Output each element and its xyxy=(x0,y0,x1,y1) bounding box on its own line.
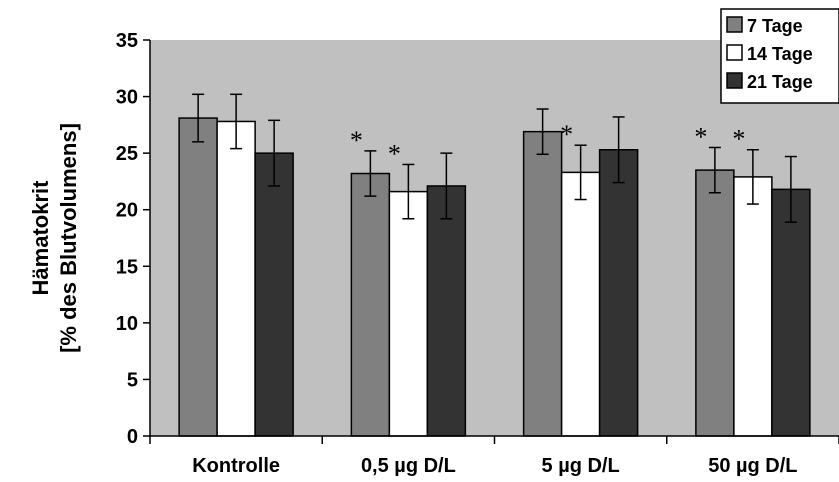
y-axis-label-line-1: Hämatokrit xyxy=(28,180,53,296)
error-bars xyxy=(192,93,797,223)
y-tick-label: 15 xyxy=(116,256,138,278)
x-category-label: 0,5 µg D/L xyxy=(361,455,456,477)
y-axis-label-line-2: [% des Blutvolumens] xyxy=(56,123,81,353)
bar-1-2 xyxy=(350,172,391,437)
y-tick-label: 0 xyxy=(127,426,138,448)
x-axis: Kontrolle 0,5 µg D/L 5 µg D/L 50 µg D/L xyxy=(149,435,839,477)
bar-3-2 xyxy=(426,185,467,437)
bar-1-3 xyxy=(522,130,563,437)
significance-asterisk: * xyxy=(350,126,363,155)
x-category-label: 5 µg D/L xyxy=(542,455,620,477)
bar-3-3 xyxy=(598,148,639,437)
bar-3-4 xyxy=(771,188,811,437)
legend-label-1: 7 Tage xyxy=(747,16,803,36)
y-tick-label: 30 xyxy=(116,87,138,109)
bar-2-1 xyxy=(216,120,256,437)
y-tick-label: 5 xyxy=(127,369,138,391)
bar-2-4 xyxy=(733,176,773,437)
bar-2-3 xyxy=(560,171,601,437)
x-category-label: Kontrolle xyxy=(192,455,280,477)
bar-1-1 xyxy=(178,117,218,437)
y-axis: 0 5 10 15 20 25 30 35 xyxy=(116,30,151,448)
legend: 7 Tage 14 Tage 21 Tage xyxy=(720,8,839,104)
y-tick-label: 25 xyxy=(116,143,138,165)
y-tick-label: 10 xyxy=(116,313,138,335)
significance-asterisk: * xyxy=(560,120,573,149)
legend-label-2: 14 Tage xyxy=(747,44,813,64)
bar-3-1 xyxy=(254,152,294,437)
legend-swatch-1 xyxy=(726,16,743,33)
bars xyxy=(178,117,811,437)
significance-asterisk: * xyxy=(694,122,707,151)
y-axis-label: Hämatokrit [% des Blutvolumens] xyxy=(28,123,81,353)
significance-asterisk: * xyxy=(732,125,745,154)
y-tick-label: 35 xyxy=(116,30,138,52)
y-tick-label: 20 xyxy=(116,200,138,222)
significance-markers: * * * * * xyxy=(350,120,746,168)
significance-asterisk: * xyxy=(388,139,401,168)
bar-2-2 xyxy=(388,190,429,437)
x-category-label: 50 µg D/L xyxy=(708,455,797,477)
bar-1-4 xyxy=(695,169,735,437)
legend-swatch-3 xyxy=(726,72,743,89)
legend-label-3: 21 Tage xyxy=(747,72,813,92)
legend-swatch-2 xyxy=(726,44,743,61)
